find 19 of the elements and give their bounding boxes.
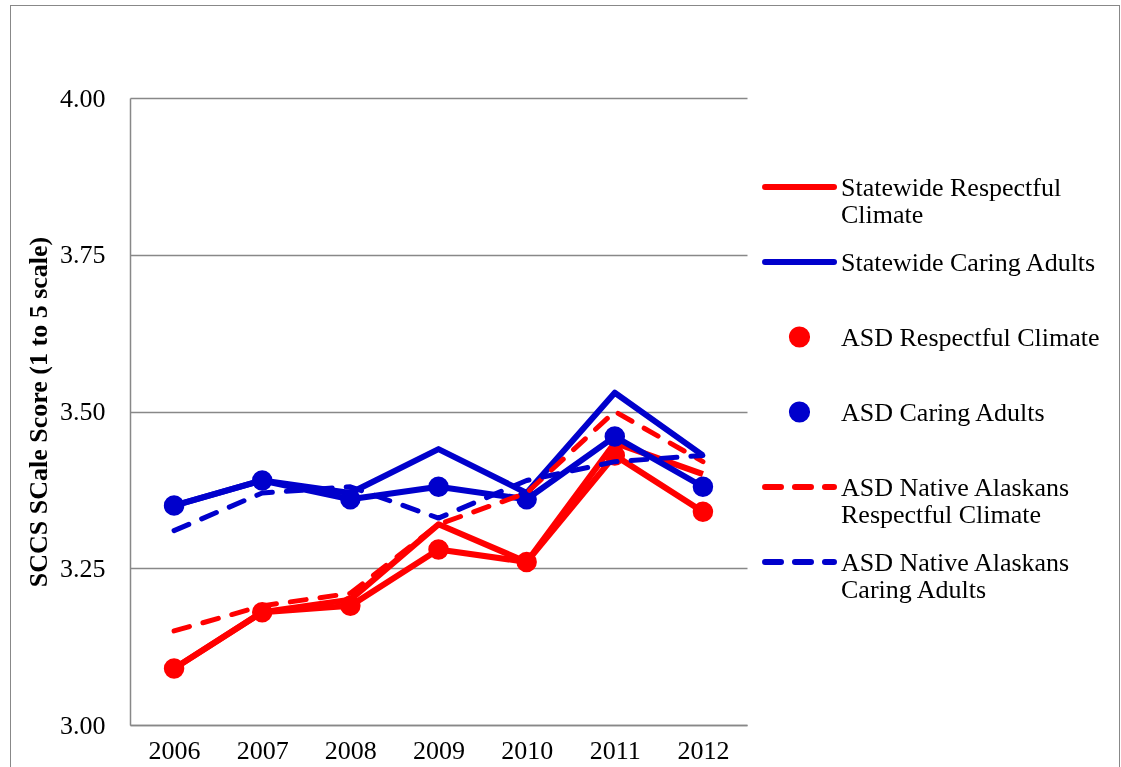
legend-label: Statewide Caring Adults (841, 248, 1096, 278)
y-tick-label: 3.25 (60, 553, 106, 583)
y-tick-label: 3.75 (60, 240, 106, 270)
x-tick-label: 2011 (589, 735, 641, 765)
x-tick-label: 2007 (236, 735, 289, 765)
legend-label: ASD Caring Adults (841, 398, 1045, 428)
x-tick-label: 2009 (413, 735, 465, 765)
y-tick-label: 3.00 (60, 710, 106, 740)
x-tick-label: 2008 (324, 735, 377, 765)
y-tick-label: 4.00 (60, 83, 106, 113)
legend-label: ASD Native Alaskans Respectful Climate (841, 473, 1070, 530)
x-tick-label: 2010 (501, 735, 554, 765)
x-tick-label: 2012 (677, 735, 730, 765)
legend-label: ASD Respectful Climate (841, 323, 1100, 353)
y-axis-title: SCCS SCale Score (1 to 5 scale) (24, 236, 53, 588)
y-tick-label: 3.50 (60, 397, 106, 426)
legend-label: ASD Native Alaskans Caring Adults (841, 548, 1070, 605)
x-tick-label: 2006 (148, 735, 201, 765)
legend-label: Statewide Respectful Climate (841, 173, 1062, 230)
